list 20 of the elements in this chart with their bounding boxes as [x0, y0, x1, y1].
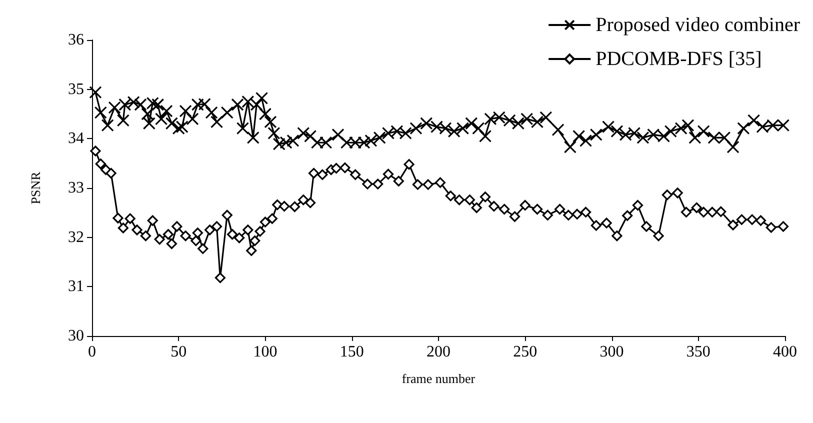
x-tick-label: 50: [170, 344, 187, 360]
x-tick-label: 350: [686, 344, 710, 360]
x-tick-label: 0: [88, 344, 96, 360]
y-tick-label: 35: [68, 80, 84, 98]
x-tick-label: 400: [773, 344, 797, 360]
x-axis-title: frame number: [402, 371, 476, 386]
x-tick-label: 250: [513, 344, 538, 360]
x-tick-label: 300: [600, 344, 624, 360]
y-tick-label: 32: [68, 228, 84, 246]
y-axis-title: PSNR: [28, 171, 43, 204]
legend-label: PDCOMB-DFS [35]: [596, 48, 762, 70]
y-tick-label: 36: [68, 32, 84, 48]
x-tick-label: 100: [253, 344, 278, 360]
legend-label: Proposed video combiner: [596, 14, 800, 36]
y-tick-label: 34: [68, 130, 84, 148]
x-tick-label: 200: [426, 344, 450, 360]
y-tick-label: 31: [68, 278, 84, 296]
y-tick-label: 33: [68, 180, 84, 196]
x-tick-label: 150: [340, 344, 364, 360]
y-tick-label: 30: [68, 328, 84, 344]
